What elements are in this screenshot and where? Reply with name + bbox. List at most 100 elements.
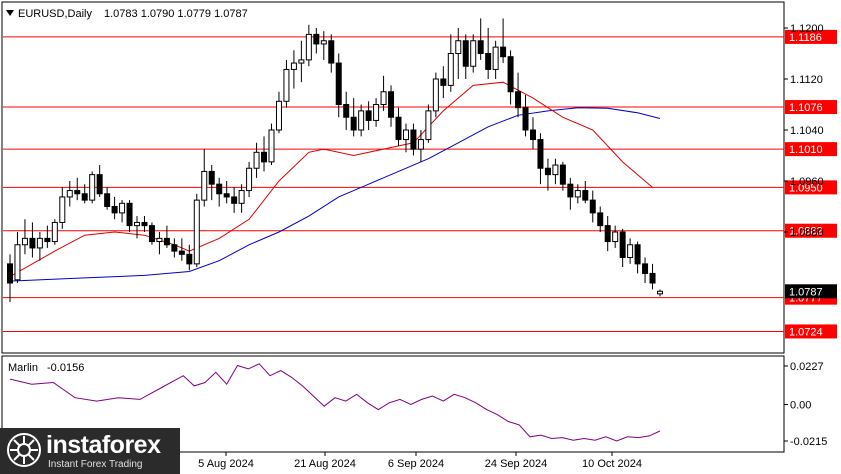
candle-body [253,151,260,169]
candle-body [462,40,469,67]
candle-body [477,40,484,54]
candle-body [604,225,611,243]
candle-body [96,174,103,195]
time-axis: 5 Aug 2024 21 Aug 2024 6 Sep 2024 24 Sep 20… [198,452,642,470]
price-tick-label: 1.1120 [790,74,823,86]
time-tick-label: 6 Sep 2024 [388,458,444,470]
price-tick-label: 1.0880 [790,227,824,239]
candle-body [365,110,372,121]
level-label: 1.1186 [789,32,822,44]
candle-body [59,196,66,223]
candle-body [515,91,522,109]
indicator-value: -0.0156 [47,362,84,374]
candle-body [275,100,282,131]
candle-body [29,237,36,249]
candle-body [119,202,126,214]
indicator-name: Marlin [8,362,38,374]
candle-body [216,183,223,195]
level-label-bg [785,223,837,238]
candle-body [642,263,649,274]
candle-body [440,78,447,86]
candle-body [89,174,96,201]
candle-body [134,221,141,227]
candle-body [313,33,320,45]
candle-body [208,170,215,185]
candle-body [582,190,589,201]
time-tick-label: 21 Aug 2024 [294,458,356,470]
indicator-panel: 0.0227 0.00 -0.0215 [9,361,827,448]
indicator-tick-label: 0.0227 [790,361,824,373]
current-price-bg [785,284,837,299]
candle-body [574,190,581,198]
level-label-bg [785,29,837,44]
candle-body [74,190,81,195]
price-tick-label: 1.1200 [790,23,824,35]
candle-body [537,139,544,169]
candle-body [246,167,253,192]
candle-body [373,104,380,121]
candle-body [589,199,596,214]
triangle-down-icon[interactable] [6,10,14,16]
price-tick-label: 1.1040 [790,125,824,137]
candle-body [81,193,88,201]
candle-body [141,221,148,227]
candle-body [104,193,111,207]
candle-body [193,199,200,265]
instaforex-logo-icon [7,433,41,467]
ohlc-values: 1.0783 1.0790 1.0779 1.0787 [104,8,248,20]
candle-body [7,263,13,284]
candle-body [156,237,163,243]
candle-body [649,272,656,284]
candle-body [178,250,185,255]
candle-body [261,151,268,163]
candle-body [51,221,58,243]
candle-body [619,231,626,258]
level-label: 1.0724 [789,326,823,338]
time-tick-label: 24 Sep 2024 [485,458,547,470]
candle-body [544,167,551,176]
candle-body [14,244,21,281]
ma-fast-line [9,81,653,278]
candle-body [298,59,305,64]
candle-body [283,68,290,102]
candle-body [657,290,663,295]
candle-body [470,40,477,67]
candle-body [290,62,297,70]
current-price-label: 1.0787 [789,286,823,298]
level-label: 1.0950 [789,182,823,194]
candle-body [268,129,275,163]
main-panel-frame [1,1,785,354]
candle-body [634,244,641,265]
candle-body [395,116,402,141]
candle-body [223,193,230,198]
level-label-bg [785,180,837,195]
candle-body [66,190,73,198]
candle-body [567,183,574,198]
candle-body [163,237,170,246]
level-label: 1.1076 [789,102,823,114]
candle-body [171,244,178,252]
marlin-line [9,363,661,442]
level-label-bg [785,100,837,115]
candle-body [380,91,387,105]
candle-body [417,139,424,150]
candle-body [552,164,559,176]
candle-body [201,170,208,201]
symbol-label: EURUSD,Daily [18,8,92,20]
candle-body [485,53,492,70]
candle-body [335,62,342,105]
ma-slow-line [9,107,661,282]
candle-body [148,225,155,243]
candle-body [559,164,566,185]
indicator-panel-frame [1,355,785,453]
candle-body [447,53,454,86]
logo-name: instaforex [46,431,161,459]
moving-averages [9,81,661,282]
instaforex-logo: instaforex Instant Forex Trading [0,428,180,474]
indicator-tick-label: 0.00 [790,400,811,412]
candle-body [402,129,409,141]
candle-body [597,212,604,227]
candle-body [238,190,245,204]
candle-body [455,40,462,54]
candle-body [507,56,514,93]
